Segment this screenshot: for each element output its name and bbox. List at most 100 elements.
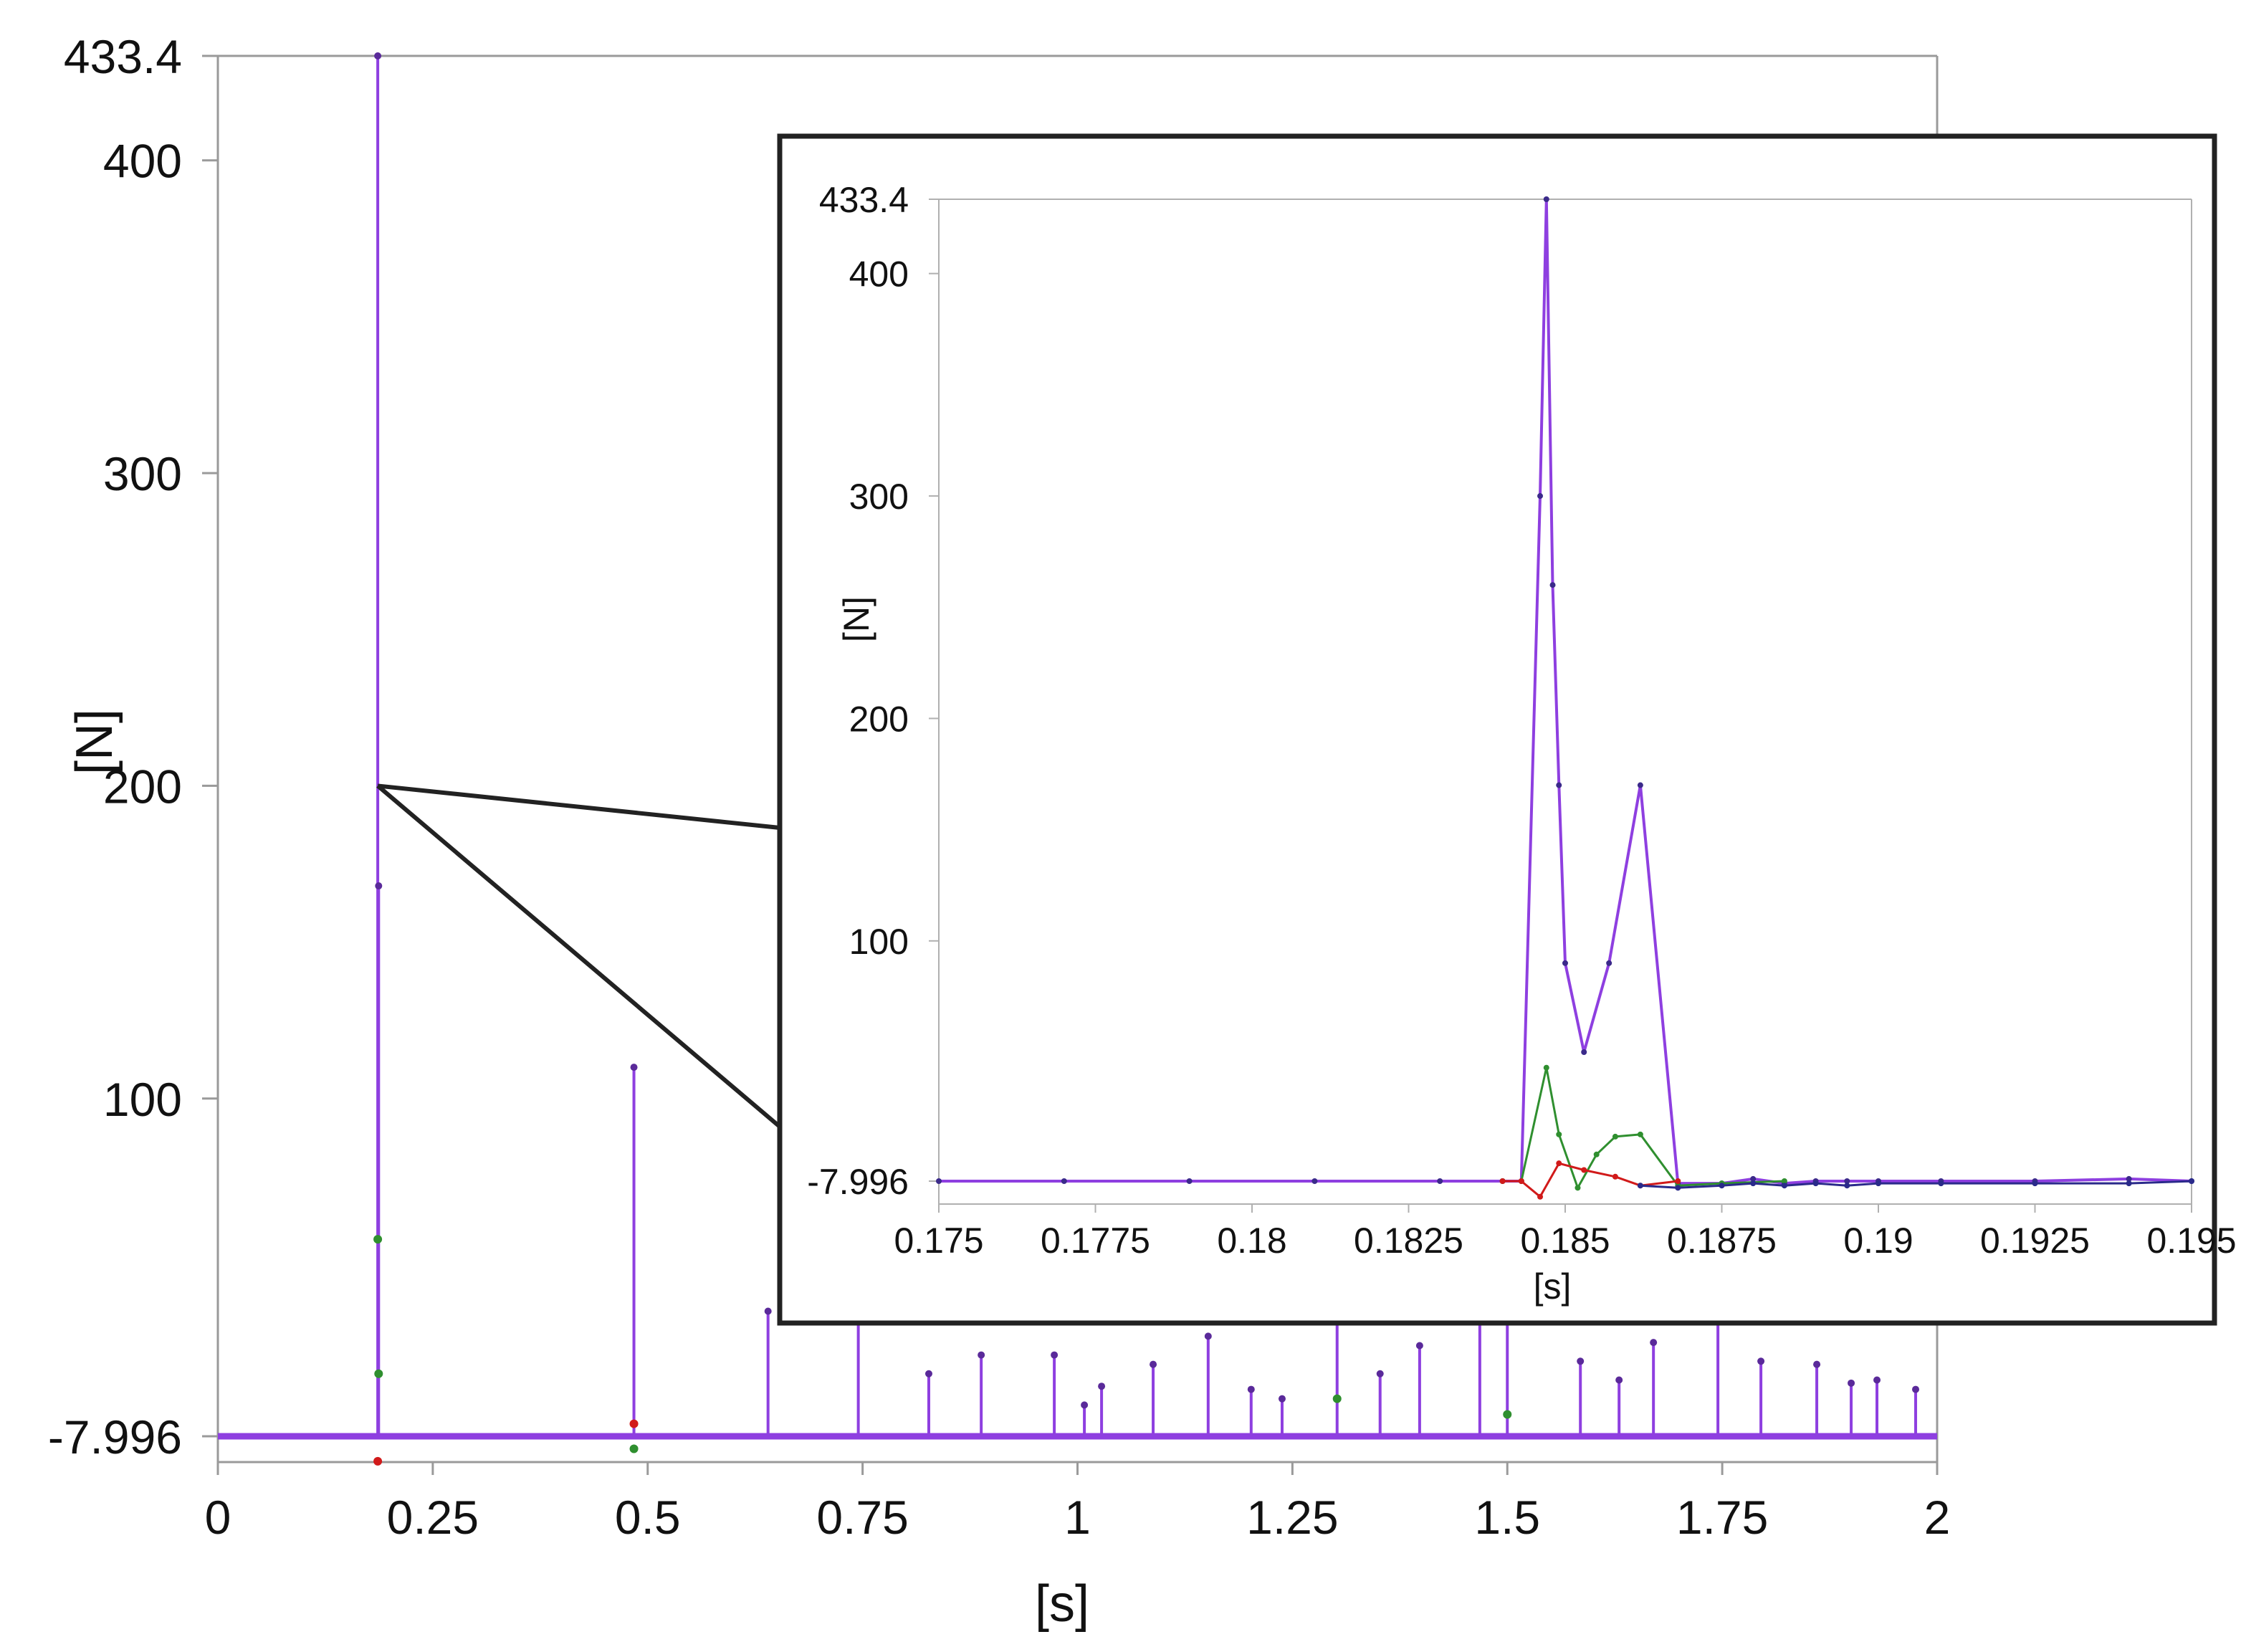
data-point [373,1235,383,1244]
connector-line-upper [377,783,780,830]
inset-x-tick-label: 0.185 [1520,1221,1610,1261]
spike-point [374,52,382,59]
x-tick-label: 0.5 [615,1491,681,1544]
spike-point [630,1064,638,1071]
spike-point [1813,1360,1821,1368]
inset-data-point [1750,1175,1757,1182]
inset-data-point [1537,1193,1544,1200]
x-tick-label: 2 [1924,1491,1951,1544]
zoom-connector [376,783,781,1129]
inset-data-point [1437,1178,1443,1184]
spike-point [1848,1379,1855,1387]
inset-data-point [2126,1175,2132,1182]
y-tick-label: -7.996 [48,1410,182,1464]
inset-data-point [1543,1064,1549,1071]
data-point [374,1369,383,1378]
x-tick-label: 1.25 [1246,1491,1338,1544]
inset-x-tick-label: 0.195 [2146,1221,2236,1261]
inset-data-point [1537,493,1544,500]
inset-data-point [1186,1178,1193,1184]
spike-point [1577,1357,1585,1365]
inset-data-point [1675,1178,1681,1185]
inset-x-tick-label: 0.1875 [1667,1221,1777,1261]
inset-y-tick-label: 400 [849,254,909,295]
inset-data-point [1061,1178,1067,1184]
inset-data-point [1938,1180,1944,1187]
spike-point [1376,1370,1384,1378]
x-tick-label: 0.25 [387,1491,479,1544]
inset-y-tick-label: 300 [849,477,909,517]
inset-frame [777,133,2217,1326]
inset-x-tick-label: 0.1925 [1980,1221,2090,1261]
spike-point [1081,1401,1089,1409]
inset-data-point [1637,782,1643,788]
spike-point [1098,1383,1106,1390]
inset-data-point [1311,1178,1318,1184]
inset-x-tick-label: 0.175 [894,1221,983,1261]
inset-y-tick-label: 100 [849,922,909,962]
inset-data-point [1637,1131,1643,1137]
inset-data-point [2126,1180,2132,1187]
y-tick-label: 300 [103,447,182,500]
inset-y-tick-label: 200 [849,699,909,739]
inset-data-point [1606,960,1612,966]
inset-y-tick-label: 433.4 [819,180,909,220]
data-point [629,1419,639,1428]
inset-data-point [1581,1167,1587,1173]
data-point [373,1456,383,1466]
spike-point [924,1370,932,1378]
y-tick-label: 433.4 [64,30,182,83]
data-point [1503,1410,1512,1419]
inset-x-tick-label: 0.19 [1843,1221,1913,1261]
inset-x-axis-label: [s] [1534,1266,1572,1307]
inset-data-point [1675,1185,1681,1191]
inset-data-point [1556,782,1562,788]
inset-data-point [1750,1180,1757,1187]
inset-data-point [1581,1049,1587,1055]
inset-series-line [1502,1162,1678,1198]
inset-data-point [1593,1151,1600,1157]
spike-point [978,1351,985,1359]
x-axis-label: [s] [1035,1575,1089,1633]
spike-point [1204,1332,1212,1340]
spike-point [764,1307,772,1315]
inset-data-point [1612,1173,1618,1180]
inset-data-point [936,1178,942,1184]
spike-point [1278,1395,1286,1403]
y-tick-label: 400 [103,135,182,188]
inset-data-point [1781,1178,1787,1185]
inset-data-point [1844,1183,1850,1189]
spike-point [1415,1342,1423,1350]
inset-data-point [1781,1183,1787,1189]
x-tick-label: 1 [1064,1491,1091,1544]
inset-x-tick-label: 0.18 [1217,1221,1286,1261]
inset-data-point [1549,582,1556,588]
inset-data-point [1812,1180,1819,1187]
inset-data-point [1543,196,1549,202]
inset-data-point [2189,1178,2194,1185]
inset-y-tick-label: -7.996 [807,1162,909,1202]
inset-data-point [1556,1160,1562,1167]
main-plot: 0 0.25 0.5 0.75 1 1.25 1.5 1.75 2 -7.996 100 200 300… [48,30,1951,1633]
x-tick-label: 1.5 [1474,1491,1540,1544]
inset-data-point [1612,1133,1618,1140]
spike-point [1757,1357,1765,1365]
y-tick-label: 100 [103,1073,182,1126]
y-axis-label: [N] [66,709,123,775]
inset-series-line [939,198,2192,1185]
y-tick-label: 200 [103,760,182,813]
inset-data-point [2032,1180,2038,1187]
inset-y-axis-label: [N] [836,596,876,642]
inset-x-tick-label: 0.1825 [1354,1221,1463,1261]
data-point [1332,1394,1342,1403]
spike-point [1650,1339,1658,1347]
inset-data-point [1518,1178,1524,1184]
inset-data-point [1637,1183,1643,1189]
inset-data-point [1562,960,1568,966]
spike-point [1873,1376,1881,1384]
spike-point [1247,1385,1255,1393]
inset-series-line [1640,1180,2192,1189]
x-tick-label: 1.75 [1676,1491,1768,1544]
spike-point [1615,1376,1623,1384]
